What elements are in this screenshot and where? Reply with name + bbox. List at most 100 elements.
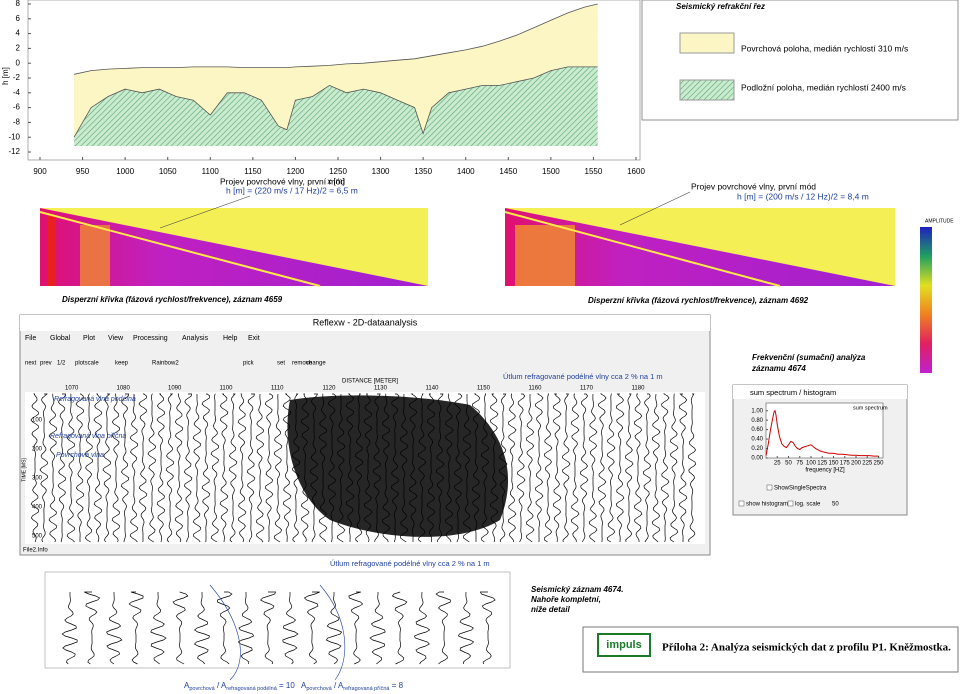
logo-frame: [597, 633, 651, 657]
chart-title: Seismický refrakční řez: [676, 2, 765, 11]
y-tick-label: -12: [8, 147, 20, 156]
reflexw-window: [19, 314, 711, 556]
trace: [588, 393, 598, 543]
trace: [30, 393, 40, 543]
x-tick-label: 1600: [627, 167, 645, 176]
trace: [66, 393, 76, 543]
trace: [237, 393, 247, 543]
trace: [102, 393, 112, 543]
x-tick-label: 1000: [116, 167, 134, 176]
layer-boundary: [74, 3, 598, 75]
x-tick-label: 200: [851, 461, 862, 467]
legend-swatch: [679, 79, 735, 101]
tick-label: 1170: [580, 386, 594, 392]
trace: [687, 393, 697, 543]
legend-label: Podložní poloha, medián rychlostí 2400 m…: [741, 82, 906, 92]
trace: [129, 394, 139, 543]
spectrum-band: [48, 215, 56, 286]
checkbox-label: ShowSingleSpectra: [774, 486, 827, 492]
trace: [435, 591, 451, 665]
trace: [348, 591, 364, 665]
spectrum-window: [732, 384, 908, 516]
trace: [61, 592, 78, 665]
layer-boundary: [73, 66, 598, 138]
tick-label: 200: [32, 447, 43, 453]
y-tick-label: 0.80: [751, 418, 763, 424]
tick-label: 1130: [374, 386, 388, 392]
spectrum-masked: [40, 208, 428, 286]
ratio-formula: Apovrchová / Arefragovaná příčná = 8: [301, 681, 404, 692]
y-tick-label: 2: [16, 44, 21, 53]
annotation: h [m] = (200 m/s / 12 Hz)/2 = 8,4 m: [737, 191, 869, 201]
trace: [201, 393, 211, 543]
trace: [217, 591, 233, 665]
tick-label: 1120: [323, 386, 337, 392]
axis-label: TIME [MS]: [21, 458, 27, 482]
y-tick-label: -2: [13, 73, 21, 82]
trace: [172, 591, 189, 665]
annotation: h [m] = (220 m/s / 17 Hz)/2 = 6,5 m: [226, 185, 358, 195]
trace: [413, 591, 431, 665]
trace: [106, 592, 123, 665]
chart-title: sum spectrum: [853, 405, 888, 411]
layer-fill: [74, 4, 598, 138]
annotation: Projev povrchové vlny, první mód: [220, 176, 345, 186]
checkbox: [766, 484, 773, 491]
trace: [570, 393, 580, 543]
x-tick-label: 1350: [414, 167, 432, 176]
y-tick-label: 4: [16, 29, 21, 38]
formula-part: povrchová: [189, 686, 215, 692]
trace: [156, 393, 166, 543]
window-title: sum spectrum / histogram: [750, 388, 836, 397]
x-tick-label: 50: [785, 461, 792, 467]
checkbox: [738, 500, 745, 507]
seismogram: [44, 571, 511, 669]
appendix-caption: Příloha 2: Analýza seismických dat z pro…: [662, 642, 951, 654]
menu-item: Analysis: [182, 335, 209, 342]
logo-text: impuls: [606, 639, 641, 651]
trace: [517, 393, 526, 543]
status-bar: File2.Info: [23, 548, 48, 554]
menu-item: Exit: [248, 335, 260, 342]
x-tick-label: 150: [828, 461, 839, 467]
x-tick-label: 1550: [585, 167, 603, 176]
tick-label: 1180: [632, 386, 646, 392]
tick-label: 1080: [117, 386, 131, 392]
toolbar-label: Rainbow2: [152, 361, 179, 367]
spectrum-line: [765, 409, 879, 457]
trace: [128, 591, 144, 665]
tick-label: 1150: [477, 386, 491, 392]
caption: Seismický záznam 4674.: [531, 585, 624, 594]
x-tick-label: 225: [862, 461, 873, 467]
trace: [192, 394, 202, 543]
colorbar: [920, 227, 932, 373]
tick-label: 500: [32, 534, 43, 540]
trace: [39, 393, 48, 543]
caption: Disperzní křivka (fázová rychlost/frekve…: [62, 295, 283, 304]
y-tick-label: -8: [13, 118, 21, 127]
spectrum-masked: [505, 208, 895, 286]
trace: [260, 591, 276, 665]
trace: [678, 393, 688, 542]
toolbar-label: keep: [115, 361, 129, 367]
trace: [526, 394, 535, 543]
trace: [57, 393, 66, 543]
formula-part: / A: [332, 681, 344, 690]
x-axis-label: x [m]: [327, 177, 344, 186]
trace: [193, 592, 210, 665]
wave-label: Refragovaná vlna příčná: [50, 433, 126, 440]
toolbar-label: next: [25, 361, 37, 367]
x-tick-label: 100: [806, 461, 817, 467]
tick-label: 1140: [426, 386, 440, 392]
layer-fill: [74, 66, 598, 146]
x-tick-label: 950: [76, 167, 90, 176]
trace: [174, 393, 184, 543]
caption: níže detail: [531, 605, 570, 614]
menu-item: File: [25, 335, 36, 342]
plot-area: [765, 402, 884, 459]
trace: [219, 393, 229, 543]
spectrum-band: [515, 225, 575, 286]
x-tick-label: 1300: [372, 167, 390, 176]
trace: [255, 393, 265, 543]
trace: [111, 393, 121, 543]
